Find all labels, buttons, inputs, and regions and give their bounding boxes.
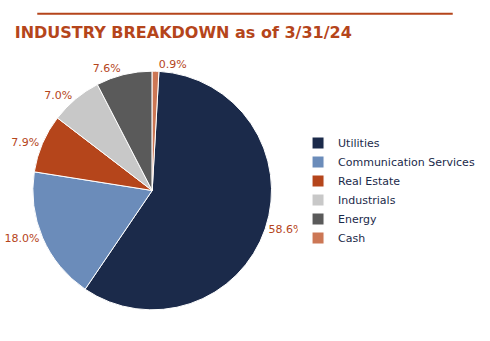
svg-text:Utilities: Utilities <box>338 137 380 150</box>
svg-text:Industrials: Industrials <box>338 194 396 207</box>
svg-text:Energy: Energy <box>338 213 377 226</box>
svg-text:Cash: Cash <box>338 232 365 245</box>
svg-text:7.6%: 7.6% <box>93 62 121 75</box>
svg-text:7.0%: 7.0% <box>44 89 72 102</box>
svg-text:0.9%: 0.9% <box>159 58 187 71</box>
svg-text:58.6%: 58.6% <box>268 223 304 236</box>
svg-text:Communication Services: Communication Services <box>338 156 475 169</box>
svg-text:7.9%: 7.9% <box>11 136 39 149</box>
svg-text:18.0%: 18.0% <box>4 232 39 245</box>
svg-text:Real Estate: Real Estate <box>338 175 400 188</box>
svg-text:INDUSTRY BREAKDOWN as of 3/31/: INDUSTRY BREAKDOWN as of 3/31/24 <box>15 23 352 42</box>
